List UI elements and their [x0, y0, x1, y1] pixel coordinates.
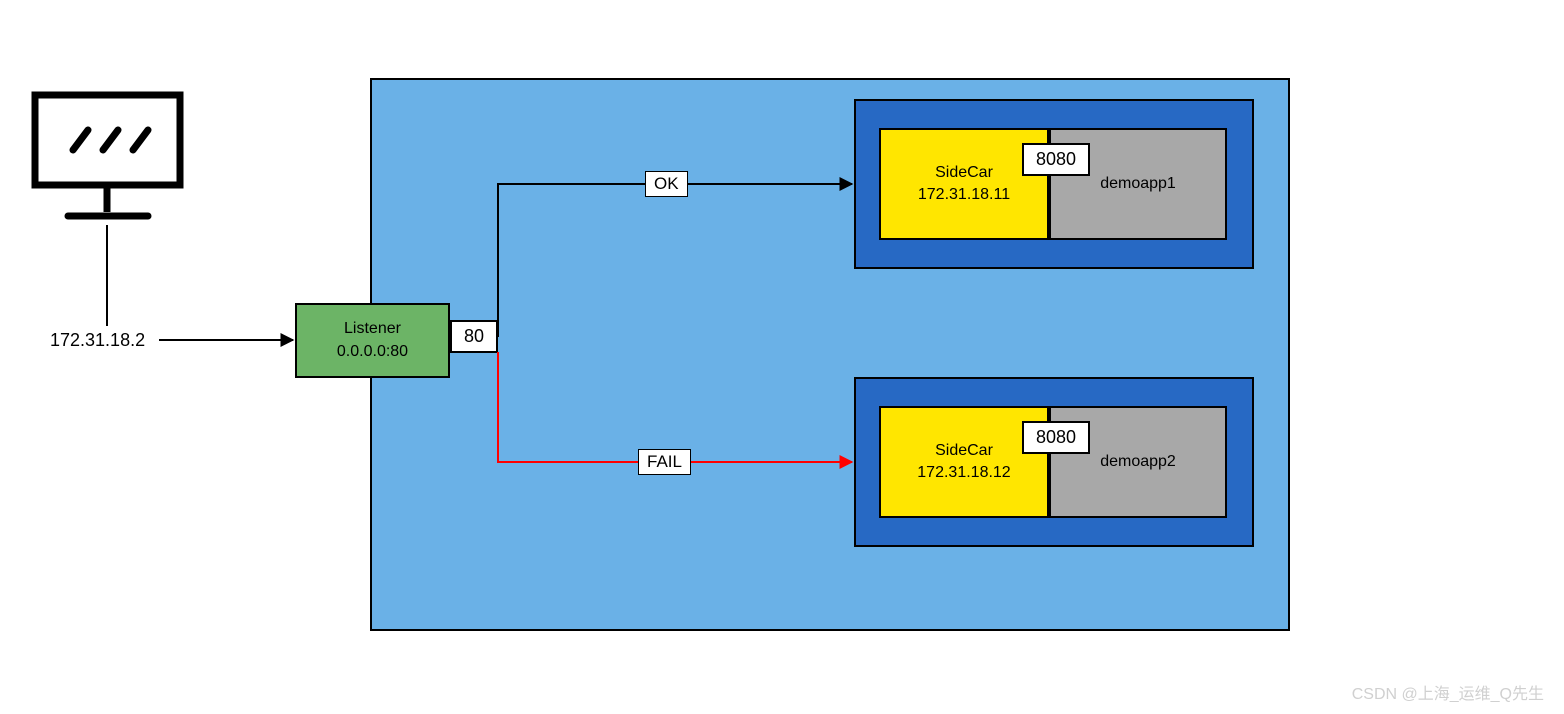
edge-fail-label: FAIL	[638, 449, 691, 475]
listener-address: 0.0.0.0:80	[337, 341, 408, 363]
pod2-sidecar-ip: 172.31.18.12	[917, 462, 1010, 484]
pod1-app-name: demoapp1	[1100, 175, 1176, 193]
edge-ok-label: OK	[645, 171, 688, 197]
pod1-sidecar-ip: 172.31.18.11	[918, 184, 1010, 206]
listener-title: Listener	[344, 318, 401, 340]
network-diagram: 172.31.18.2 Listener 0.0.0.0:80 80 SideC…	[0, 0, 1564, 714]
client-ip-label: 172.31.18.2	[50, 330, 145, 351]
listener-port-badge: 80	[450, 320, 498, 353]
listener-box: Listener 0.0.0.0:80	[295, 303, 450, 378]
pod2-app-name: demoapp2	[1100, 453, 1176, 471]
client-monitor-icon	[30, 90, 185, 225]
pod1-sidecar-title: SideCar	[935, 162, 993, 184]
watermark: CSDN @上海_运维_Q先生	[1352, 680, 1544, 704]
pod2-sidecar-title: SideCar	[935, 440, 993, 462]
pod2-port-badge: 8080	[1022, 421, 1090, 454]
pod1-port-badge: 8080	[1022, 143, 1090, 176]
